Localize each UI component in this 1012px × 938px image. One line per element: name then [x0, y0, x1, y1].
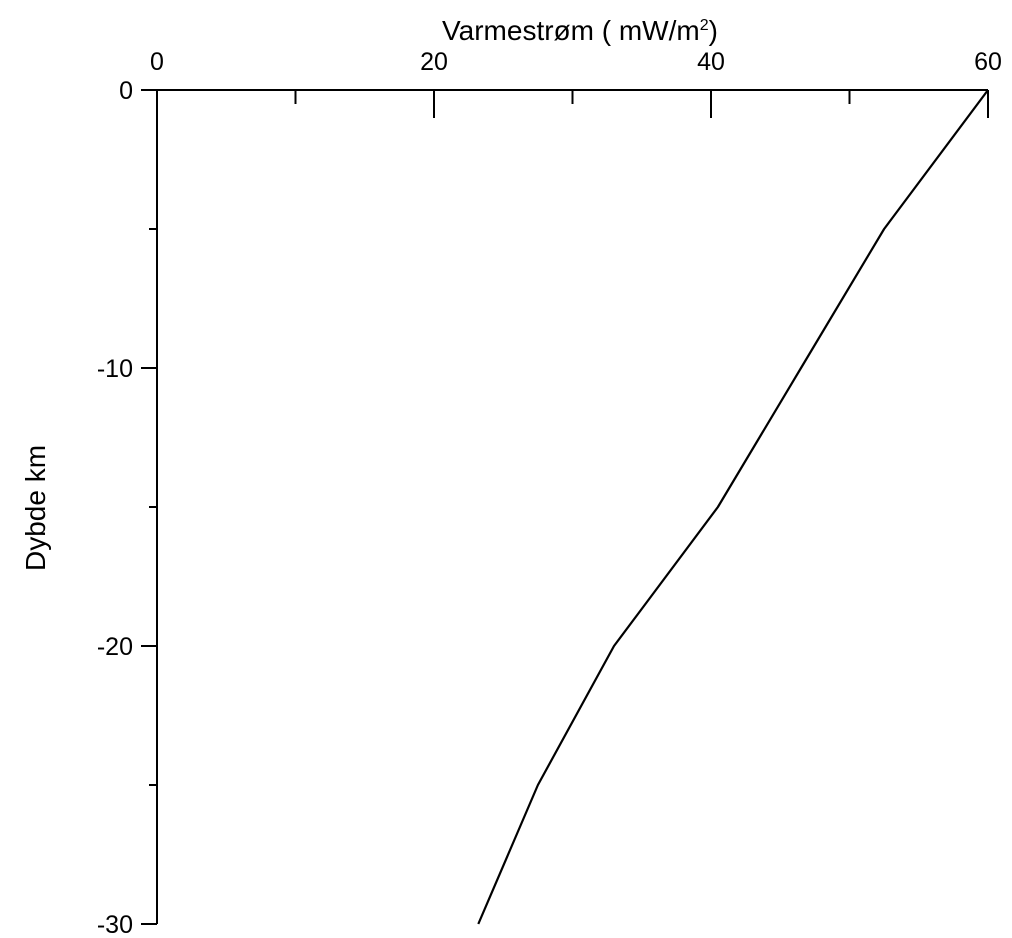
y-tick-label: -10 [97, 355, 133, 383]
series-line [477, 89, 989, 925]
x-tick-label: 60 [974, 48, 1002, 76]
y-ticks: 0 -10 -20 -30 [97, 77, 157, 938]
y-tick-label: -30 [97, 911, 133, 938]
y-tick-label: -20 [97, 633, 133, 661]
x-tick-label: 0 [150, 48, 164, 76]
x-tick-label: 40 [697, 48, 725, 76]
x-ticks: 0 20 40 60 [150, 48, 1002, 118]
x-tick-label: 20 [420, 48, 448, 76]
series-group [477, 89, 989, 925]
x-axis-title: Varmestrøm ( mW/m2) [442, 15, 718, 46]
y-axis-title: Dybde km [20, 445, 51, 571]
x-axis-title-end: ) [709, 15, 718, 46]
x-axis-title-superscript: 2 [700, 17, 709, 34]
y-tick-label: 0 [119, 77, 133, 105]
